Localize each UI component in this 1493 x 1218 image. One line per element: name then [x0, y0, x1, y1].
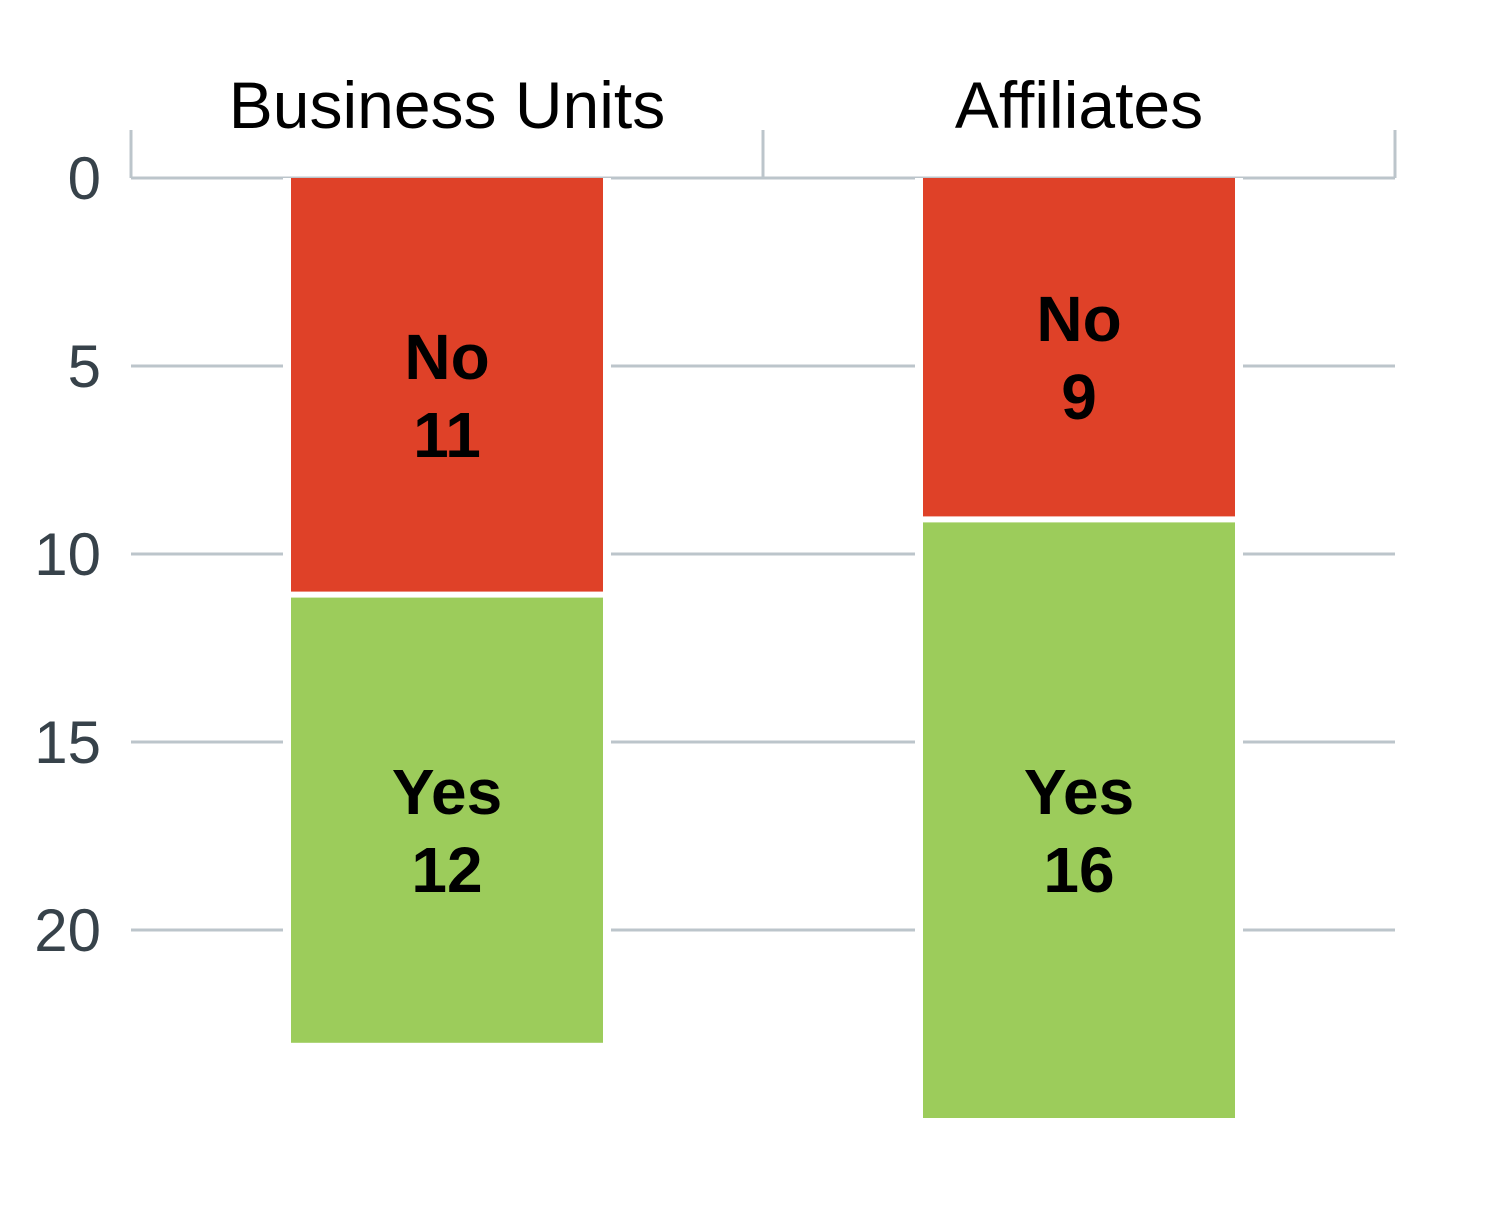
y-tick-label: 10 [34, 521, 101, 588]
segment-series-label: No [1036, 283, 1121, 355]
bar-yes-1 [923, 522, 1235, 1118]
bar-no-1 [923, 178, 1235, 517]
segment-value-label: 11 [413, 399, 481, 471]
y-tick-label: 20 [34, 897, 101, 964]
segment-series-label: Yes [1024, 756, 1134, 828]
y-tick-label: 0 [68, 145, 101, 212]
y-axis-ticks: 0 5 10 15 20 [34, 145, 101, 964]
category-label: Affiliates [955, 68, 1203, 142]
bar-yes-0 [291, 597, 603, 1043]
y-tick-label: 5 [68, 333, 101, 400]
segment-series-label: Yes [392, 756, 502, 828]
y-tick-label: 15 [34, 709, 101, 776]
segment-value-label: 12 [411, 834, 482, 906]
segment-series-label: No [404, 321, 489, 393]
segment-value-label: 16 [1043, 834, 1114, 906]
bars [283, 178, 1243, 1118]
category-label: Business Units [229, 68, 666, 142]
data-labels: Business Units AffiliatesNo11Yes12No9Yes1… [229, 68, 1203, 906]
bar-no-0 [291, 178, 603, 592]
segment-value-label: 9 [1061, 361, 1097, 433]
